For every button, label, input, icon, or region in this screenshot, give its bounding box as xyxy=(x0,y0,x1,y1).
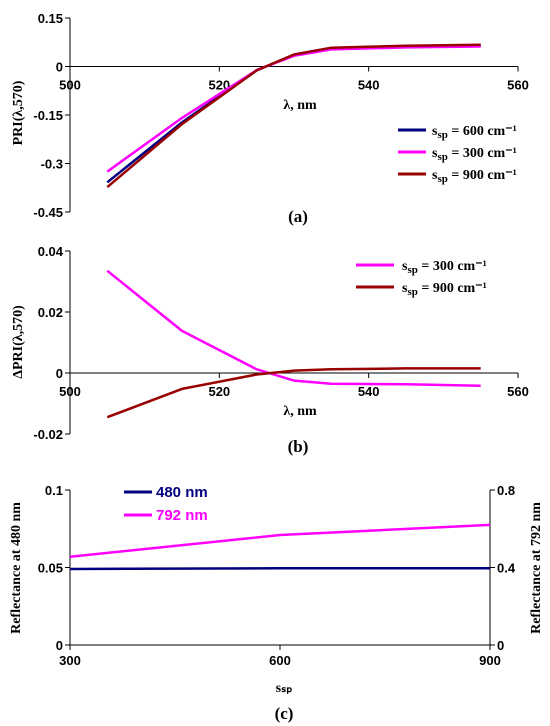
panel-c-x-tick-label: 300 xyxy=(59,653,81,668)
panel-a-y-tick-label: -0.3 xyxy=(41,157,63,172)
panel-b-caption: (b) xyxy=(288,437,309,456)
panel-c-y2-axis-label: Reflectance at 792 nm xyxy=(529,502,544,634)
panel-c-caption: (c) xyxy=(275,704,294,723)
panel-c-legend-label-1: 480 nm xyxy=(156,484,208,501)
panel-c-y-tick-label: 0.1 xyxy=(45,483,63,498)
panel-b-legend-label-1: ssp = 300 cm⁻¹ xyxy=(402,259,487,276)
panel-a-x-tick-label: 560 xyxy=(507,78,529,93)
panel-b-x-tick-label: 500 xyxy=(59,384,81,399)
panel-c-series-line-2 xyxy=(69,523,491,559)
panel-b-y-tick-label: 0.04 xyxy=(38,244,64,259)
panel-c-series-line-1 xyxy=(69,567,490,571)
panel-b-y-tick-label: 0.02 xyxy=(38,305,63,320)
panel-a-y-axis-label: PRI(λ,570) xyxy=(11,80,26,145)
panel-b-chart: 0.04 0.02 0 -0.02 500 520 540 560 ssp = 300 cm⁻¹… xyxy=(11,244,529,456)
panel-b-x-tick-label: 540 xyxy=(358,384,380,399)
panel-b-series-line-2 xyxy=(106,367,481,419)
panel-a-legend-label-3: ssp = 900 cm⁻¹ xyxy=(432,168,517,185)
panel-b-x-tick-label: 560 xyxy=(507,384,529,399)
panel-a-series-line-3 xyxy=(106,43,481,189)
panel-b-y-axis-label: ΔPRI(λ,570) xyxy=(11,305,26,379)
panel-b-y-tick-label: -0.02 xyxy=(33,427,63,442)
panel-a-caption: (a) xyxy=(288,207,308,226)
panel-b-x-axis-label: λ, nm xyxy=(283,404,317,419)
panel-b-y-tick-label: 0 xyxy=(56,366,63,381)
panel-c-y-tick-label: 0 xyxy=(56,638,63,653)
panel-a-x-axis-label: λ, nm xyxy=(283,98,317,113)
panel-a-y-tick-label: -0.15 xyxy=(33,108,63,123)
panel-c-x-tick-label: 600 xyxy=(269,653,291,668)
panel-a-y-tick-label: 0 xyxy=(56,60,63,75)
panel-c-y2-tick-label: 0.4 xyxy=(497,561,516,576)
panel-a-x-tick-label: 500 xyxy=(59,78,81,93)
panel-b-legend-label-2: ssp = 900 cm⁻¹ xyxy=(402,281,487,298)
panel-a-legend-label-2: ssp = 300 cm⁻¹ xyxy=(432,146,517,163)
panel-a-legend-label-1: ssp = 600 cm⁻¹ xyxy=(432,124,517,141)
panel-c-y-axis-label: Reflectance at 480 nm xyxy=(9,502,24,634)
panel-a-x-tick-label: 540 xyxy=(358,78,380,93)
panel-a-y-tick-label: 0.15 xyxy=(38,11,63,26)
panel-a-chart: 0.15 0 -0.15 -0.3 -0.45 500 520 540 560 ssp = 600… xyxy=(11,11,529,226)
panel-c-y2-tick-label: 0 xyxy=(497,638,504,653)
panel-c-legend-label-2: 792 nm xyxy=(156,507,208,524)
panel-a-x-tick-label: 520 xyxy=(208,78,230,93)
panel-c-y2-tick-label: 0.8 xyxy=(497,483,515,498)
panel-b-series-line-1 xyxy=(106,269,481,388)
panel-a-series-line-1 xyxy=(106,43,481,184)
panel-c-y-tick-label: 0.05 xyxy=(38,561,63,576)
panel-c-x-tick-label: 900 xyxy=(479,653,501,668)
panel-c-x-axis-label: sₛₚ xyxy=(276,681,293,696)
panel-a-y-tick-label: -0.45 xyxy=(33,205,63,220)
panel-b-x-tick-label: 520 xyxy=(208,384,230,399)
